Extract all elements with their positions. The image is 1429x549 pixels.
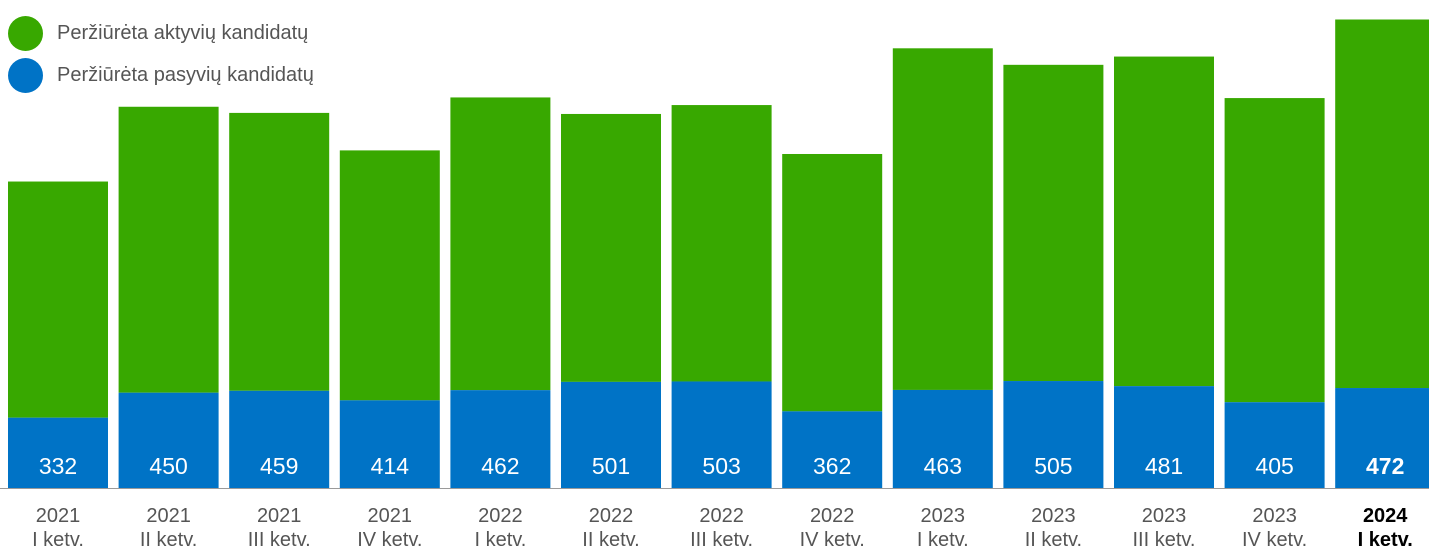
data-label-11: 405 — [1255, 453, 1293, 479]
x-tick-quarter-8: I ketv. — [917, 529, 969, 549]
x-tick-quarter-1: II ketv. — [140, 529, 197, 549]
x-tick-year-1: 2021 — [146, 505, 191, 527]
x-tick-quarter-6: III ketv. — [690, 529, 753, 549]
bar-active-9 — [1003, 64, 1104, 382]
legend-label-passive: Peržiūrėta pasyvių kandidatų — [57, 63, 314, 86]
x-tick-year-11: 2023 — [1252, 505, 1297, 527]
x-tick-year-3: 2021 — [368, 505, 413, 527]
bar-passive-5 — [561, 381, 661, 488]
x-tick-quarter-9: II ketv. — [1025, 529, 1082, 549]
data-label-3: 414 — [371, 453, 410, 479]
data-label-10: 481 — [1145, 453, 1183, 479]
x-tick-year-4: 2022 — [478, 505, 523, 527]
bar-active-5 — [561, 113, 661, 382]
bar-passive-1 — [118, 392, 219, 488]
bar-active-10 — [1114, 56, 1214, 387]
x-tick-year-10: 2023 — [1142, 505, 1187, 527]
bar-active-0 — [8, 181, 108, 418]
bar-passive-7 — [782, 411, 883, 488]
data-label-7: 362 — [813, 453, 851, 479]
bar-passive-8 — [892, 389, 993, 488]
bar-active-6 — [671, 105, 772, 382]
bar-passive-4 — [450, 390, 551, 488]
x-tick-quarter-10: III ketv. — [1133, 529, 1196, 549]
legend-item-active: Peržiūrėta aktyvių kandidatų — [8, 12, 314, 54]
x-tick-quarter-2: III ketv. — [248, 529, 311, 549]
bar-active-11 — [1224, 98, 1325, 403]
bar-active-7 — [782, 153, 883, 412]
bar-passive-3 — [339, 400, 440, 488]
x-tick-year-9: 2023 — [1031, 505, 1076, 527]
data-label-4: 462 — [481, 453, 519, 479]
bar-active-3 — [339, 150, 440, 401]
x-tick-quarter-11: IV ketv. — [1242, 529, 1307, 549]
x-tick-year-12: 2024 — [1363, 505, 1408, 527]
x-tick-year-6: 2022 — [699, 505, 744, 527]
x-tick-quarter-3: IV ketv. — [357, 529, 422, 549]
data-label-5: 501 — [592, 453, 630, 479]
x-tick-quarter-4: I ketv. — [474, 529, 526, 549]
data-label-2: 459 — [260, 453, 298, 479]
x-tick-year-8: 2023 — [921, 505, 966, 527]
x-tick-year-7: 2022 — [810, 505, 855, 527]
x-tick-quarter-12: I ketv. — [1358, 529, 1413, 549]
bar-active-2 — [229, 112, 330, 391]
data-label-6: 503 — [702, 453, 740, 479]
bar-active-8 — [892, 48, 993, 390]
x-tick-quarter-0: I ketv. — [32, 529, 84, 549]
bar-passive-2 — [229, 390, 330, 488]
legend-item-passive: Peržiūrėta pasyvių kandidatų — [8, 54, 314, 96]
bar-passive-9 — [1003, 381, 1104, 488]
data-label-1: 450 — [149, 453, 187, 479]
x-tick-year-0: 2021 — [36, 505, 81, 527]
data-label-8: 463 — [924, 453, 962, 479]
bar-passive-11 — [1224, 402, 1325, 488]
bar-passive-10 — [1114, 386, 1214, 488]
data-label-12: 472 — [1366, 453, 1404, 479]
bar-passive-12 — [1335, 388, 1429, 488]
bar-active-4 — [450, 97, 551, 391]
data-label-0: 332 — [39, 453, 77, 479]
data-label-9: 505 — [1034, 453, 1072, 479]
legend-swatch-passive — [8, 57, 43, 93]
bar-passive-0 — [8, 417, 108, 488]
x-tick-year-2: 2021 — [257, 505, 302, 527]
x-tick-year-5: 2022 — [589, 505, 634, 527]
x-tick-quarter-5: II ketv. — [582, 529, 639, 549]
legend-label-active: Peržiūrėta aktyvių kandidatų — [57, 21, 309, 44]
bar-active-12 — [1335, 19, 1429, 389]
legend: Peržiūrėta aktyvių kandidatų Peržiūrėta … — [8, 12, 314, 96]
bar-active-1 — [118, 106, 219, 393]
legend-swatch-active — [8, 15, 43, 51]
x-tick-quarter-7: IV ketv. — [800, 529, 865, 549]
bar-passive-6 — [671, 381, 772, 488]
